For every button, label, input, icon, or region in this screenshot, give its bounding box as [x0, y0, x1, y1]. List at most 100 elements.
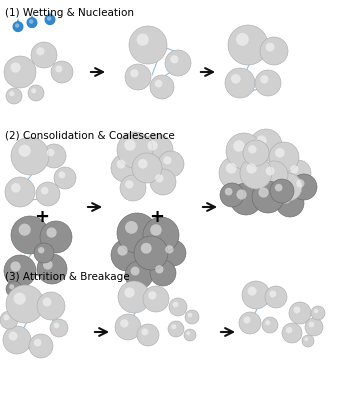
- Circle shape: [155, 80, 163, 88]
- Polygon shape: [45, 14, 55, 25]
- Text: (2) Consolidation & Coalescence: (2) Consolidation & Coalescence: [5, 130, 175, 140]
- Circle shape: [42, 144, 66, 168]
- Circle shape: [293, 306, 300, 314]
- Circle shape: [225, 68, 255, 98]
- Circle shape: [11, 216, 49, 254]
- Circle shape: [236, 33, 249, 46]
- Circle shape: [36, 47, 45, 55]
- Circle shape: [10, 62, 21, 73]
- Circle shape: [141, 134, 173, 166]
- Circle shape: [50, 319, 68, 337]
- Circle shape: [150, 75, 174, 99]
- Circle shape: [290, 165, 299, 174]
- Circle shape: [138, 159, 148, 169]
- Circle shape: [14, 293, 26, 305]
- Circle shape: [47, 149, 54, 156]
- Circle shape: [275, 184, 282, 191]
- Circle shape: [282, 323, 302, 343]
- Circle shape: [125, 261, 153, 289]
- Circle shape: [248, 145, 257, 154]
- Circle shape: [125, 180, 134, 189]
- Circle shape: [37, 292, 65, 320]
- Circle shape: [305, 318, 323, 336]
- Circle shape: [269, 291, 277, 297]
- Circle shape: [147, 140, 157, 150]
- Circle shape: [265, 320, 270, 325]
- Circle shape: [276, 189, 304, 217]
- Polygon shape: [47, 16, 51, 21]
- Circle shape: [255, 70, 281, 96]
- Circle shape: [6, 88, 22, 104]
- Circle shape: [4, 56, 36, 88]
- Polygon shape: [13, 21, 24, 32]
- Circle shape: [186, 332, 190, 335]
- Circle shape: [260, 161, 288, 189]
- Circle shape: [270, 179, 294, 203]
- Circle shape: [185, 310, 199, 324]
- Polygon shape: [15, 23, 20, 28]
- Circle shape: [304, 338, 308, 341]
- Circle shape: [240, 157, 272, 189]
- Circle shape: [40, 221, 72, 253]
- Circle shape: [34, 243, 54, 263]
- Circle shape: [247, 164, 257, 174]
- Circle shape: [243, 316, 251, 324]
- Circle shape: [136, 33, 149, 46]
- Circle shape: [125, 287, 135, 298]
- Circle shape: [269, 142, 299, 172]
- Polygon shape: [29, 14, 35, 24]
- Polygon shape: [29, 20, 33, 24]
- Circle shape: [314, 309, 318, 313]
- Circle shape: [275, 148, 285, 158]
- Circle shape: [18, 224, 31, 236]
- Circle shape: [150, 224, 162, 236]
- Circle shape: [9, 284, 14, 289]
- Circle shape: [118, 281, 150, 313]
- Circle shape: [250, 129, 282, 161]
- Circle shape: [120, 319, 129, 328]
- Circle shape: [132, 153, 162, 183]
- Circle shape: [11, 183, 21, 193]
- Circle shape: [231, 74, 241, 84]
- Circle shape: [117, 213, 157, 253]
- Circle shape: [125, 221, 138, 234]
- Circle shape: [291, 174, 317, 200]
- Circle shape: [55, 65, 62, 72]
- Circle shape: [38, 247, 45, 254]
- Circle shape: [150, 260, 176, 286]
- Circle shape: [248, 287, 257, 296]
- Polygon shape: [26, 17, 38, 28]
- Circle shape: [143, 217, 179, 253]
- Circle shape: [6, 285, 44, 323]
- Text: +: +: [150, 208, 164, 226]
- Circle shape: [148, 291, 156, 300]
- Circle shape: [111, 239, 143, 271]
- Circle shape: [225, 188, 232, 195]
- Circle shape: [51, 61, 73, 83]
- Circle shape: [226, 133, 262, 169]
- Circle shape: [43, 260, 52, 269]
- Circle shape: [286, 327, 292, 334]
- Circle shape: [134, 236, 168, 270]
- Circle shape: [6, 281, 22, 297]
- Circle shape: [226, 163, 237, 174]
- Circle shape: [160, 240, 186, 266]
- Circle shape: [188, 313, 192, 317]
- Circle shape: [158, 151, 184, 177]
- Circle shape: [219, 156, 253, 190]
- Circle shape: [5, 177, 35, 207]
- Circle shape: [141, 243, 152, 254]
- Circle shape: [117, 132, 153, 168]
- Circle shape: [155, 174, 164, 183]
- Circle shape: [171, 324, 176, 329]
- Circle shape: [54, 323, 59, 328]
- Circle shape: [31, 42, 57, 68]
- Text: (3) Attrition & Breakage: (3) Attrition & Breakage: [5, 272, 130, 282]
- Circle shape: [163, 156, 172, 164]
- Circle shape: [220, 183, 244, 207]
- Circle shape: [236, 189, 247, 200]
- Circle shape: [170, 55, 178, 64]
- Circle shape: [242, 281, 270, 309]
- Circle shape: [131, 267, 140, 275]
- Circle shape: [266, 43, 274, 52]
